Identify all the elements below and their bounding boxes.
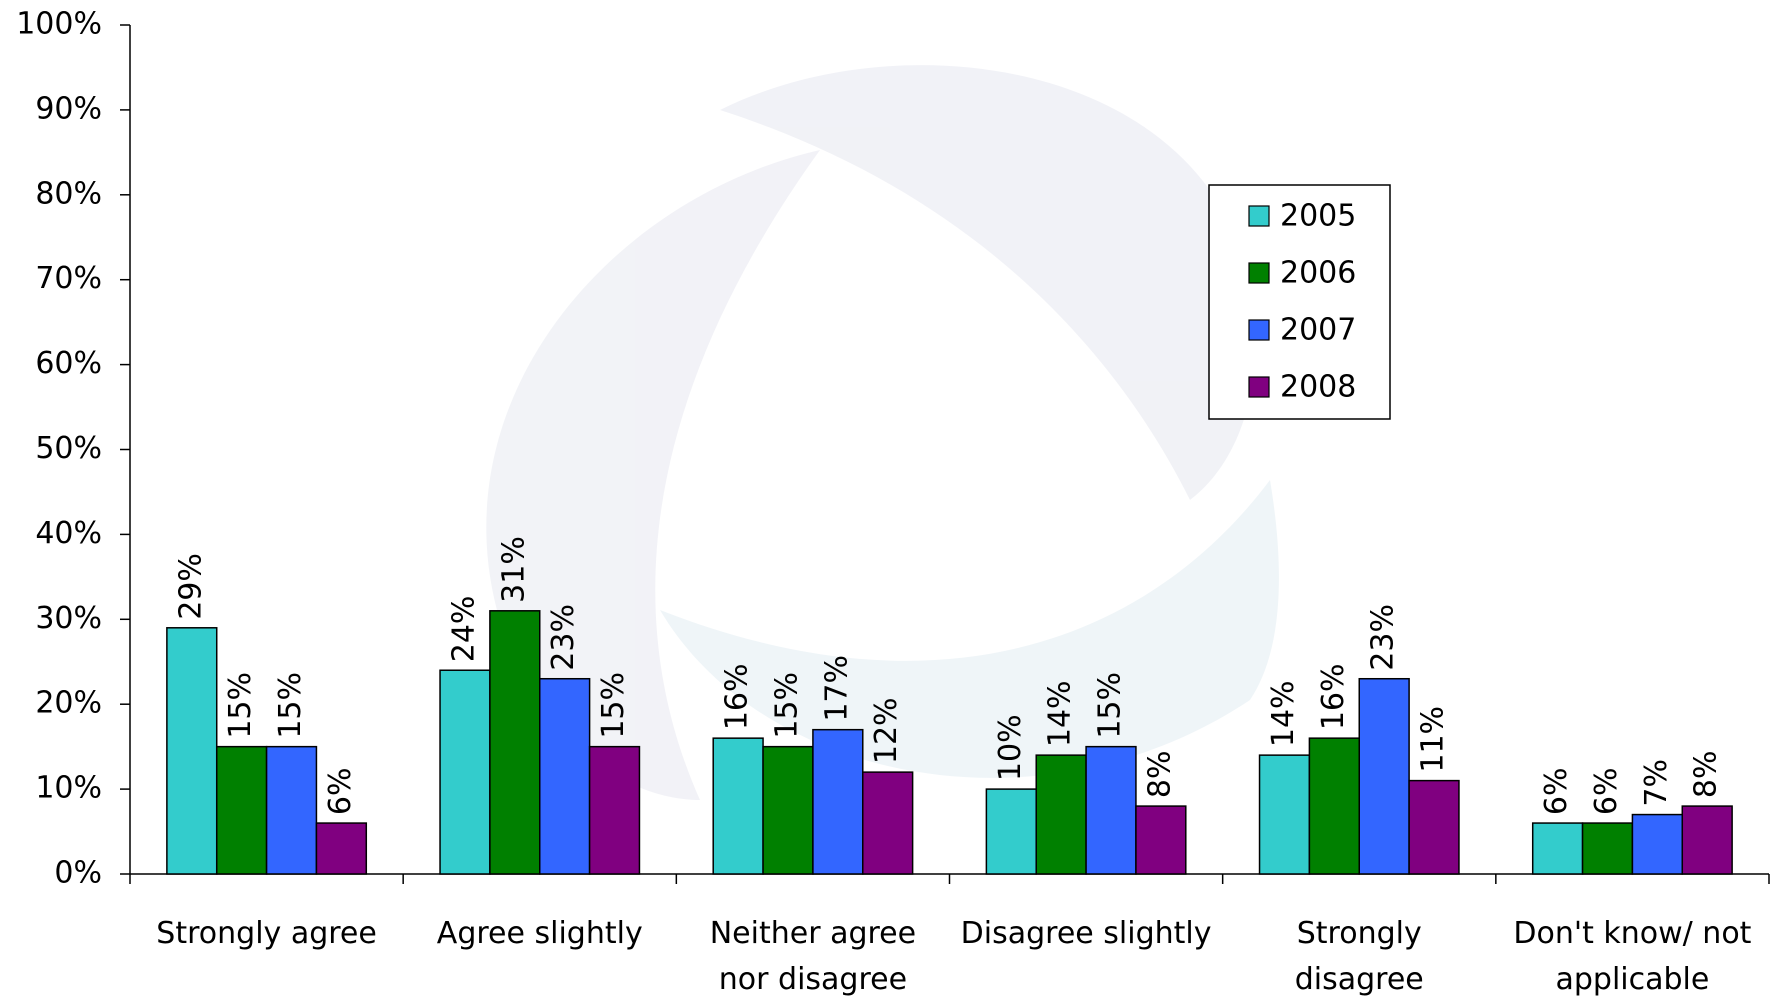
data-label: 6% xyxy=(323,767,358,815)
data-label: 15% xyxy=(769,672,804,739)
x-tick-label: Neither agree nor disagree xyxy=(710,916,916,997)
y-tick-label: 40% xyxy=(35,516,102,551)
bar xyxy=(812,728,864,875)
data-label: 31% xyxy=(496,536,531,603)
y-tick-label: 20% xyxy=(35,686,102,721)
bar xyxy=(1358,677,1410,875)
data-label: 10% xyxy=(993,714,1028,781)
legend-swatch xyxy=(1248,376,1270,398)
data-label: 29% xyxy=(173,553,208,620)
data-label: 16% xyxy=(720,663,755,730)
data-label: 15% xyxy=(596,672,631,739)
data-label: 23% xyxy=(546,604,581,671)
y-tick-label: 100% xyxy=(16,7,102,42)
bar xyxy=(1035,754,1087,875)
bar xyxy=(1631,813,1684,875)
legend-swatch xyxy=(1248,205,1270,227)
x-tick-label: Disagree slightly xyxy=(961,916,1212,951)
legend-swatch xyxy=(1248,319,1270,341)
data-label: 17% xyxy=(819,655,854,722)
x-tick-label: Strongly agree xyxy=(156,916,377,951)
bar xyxy=(265,745,318,875)
x-tick-label: Don't know/ not applicable xyxy=(1513,916,1751,997)
y-tick-label: 30% xyxy=(35,601,102,636)
bar xyxy=(539,677,591,875)
legend-box xyxy=(1208,184,1391,420)
y-tick-label: 70% xyxy=(35,261,102,296)
bar xyxy=(1135,805,1187,875)
bar xyxy=(588,745,641,875)
legend-label: 2007 xyxy=(1280,313,1356,348)
data-label: 15% xyxy=(273,672,308,739)
bar xyxy=(1681,805,1733,875)
legend-label: 2006 xyxy=(1280,256,1356,291)
data-label: 12% xyxy=(869,697,904,764)
data-label: 8% xyxy=(1142,750,1177,798)
y-tick-label: 0% xyxy=(54,856,102,891)
bar xyxy=(1258,754,1311,875)
data-label: 11% xyxy=(1416,706,1451,773)
bar xyxy=(215,745,268,875)
data-label: 24% xyxy=(446,596,481,663)
data-label: 6% xyxy=(1539,767,1574,815)
y-tick-label: 60% xyxy=(35,346,102,381)
bar xyxy=(315,822,368,875)
x-tick-label: Agree slightly xyxy=(437,916,643,951)
y-tick-label: 10% xyxy=(35,771,102,806)
data-label: 8% xyxy=(1689,750,1724,798)
watermark xyxy=(486,65,1279,800)
y-tick-label: 90% xyxy=(35,91,102,126)
bar xyxy=(439,669,491,875)
bar xyxy=(1408,779,1460,875)
bar xyxy=(1581,822,1634,875)
data-label: 23% xyxy=(1366,604,1401,671)
data-label: 15% xyxy=(223,672,258,739)
legend-swatch xyxy=(1248,262,1270,284)
y-tick-label: 50% xyxy=(35,431,102,466)
bar xyxy=(712,737,764,875)
bar xyxy=(166,627,218,875)
data-label: 14% xyxy=(1043,680,1078,747)
bar xyxy=(862,771,914,875)
x-tick-label: Strongly disagree xyxy=(1295,916,1424,997)
y-tick-label: 80% xyxy=(35,176,102,211)
bar xyxy=(1308,737,1361,875)
bar xyxy=(1085,745,1137,875)
data-label: 15% xyxy=(1093,672,1128,739)
data-label: 7% xyxy=(1639,759,1674,807)
bar xyxy=(762,745,814,875)
bar xyxy=(1531,822,1584,875)
bar xyxy=(985,788,1037,875)
data-label: 16% xyxy=(1316,663,1351,730)
bar xyxy=(489,610,541,875)
data-label: 6% xyxy=(1589,767,1624,815)
data-label: 14% xyxy=(1266,680,1301,747)
legend-label: 2008 xyxy=(1280,370,1356,405)
legend-label: 2005 xyxy=(1280,199,1356,234)
